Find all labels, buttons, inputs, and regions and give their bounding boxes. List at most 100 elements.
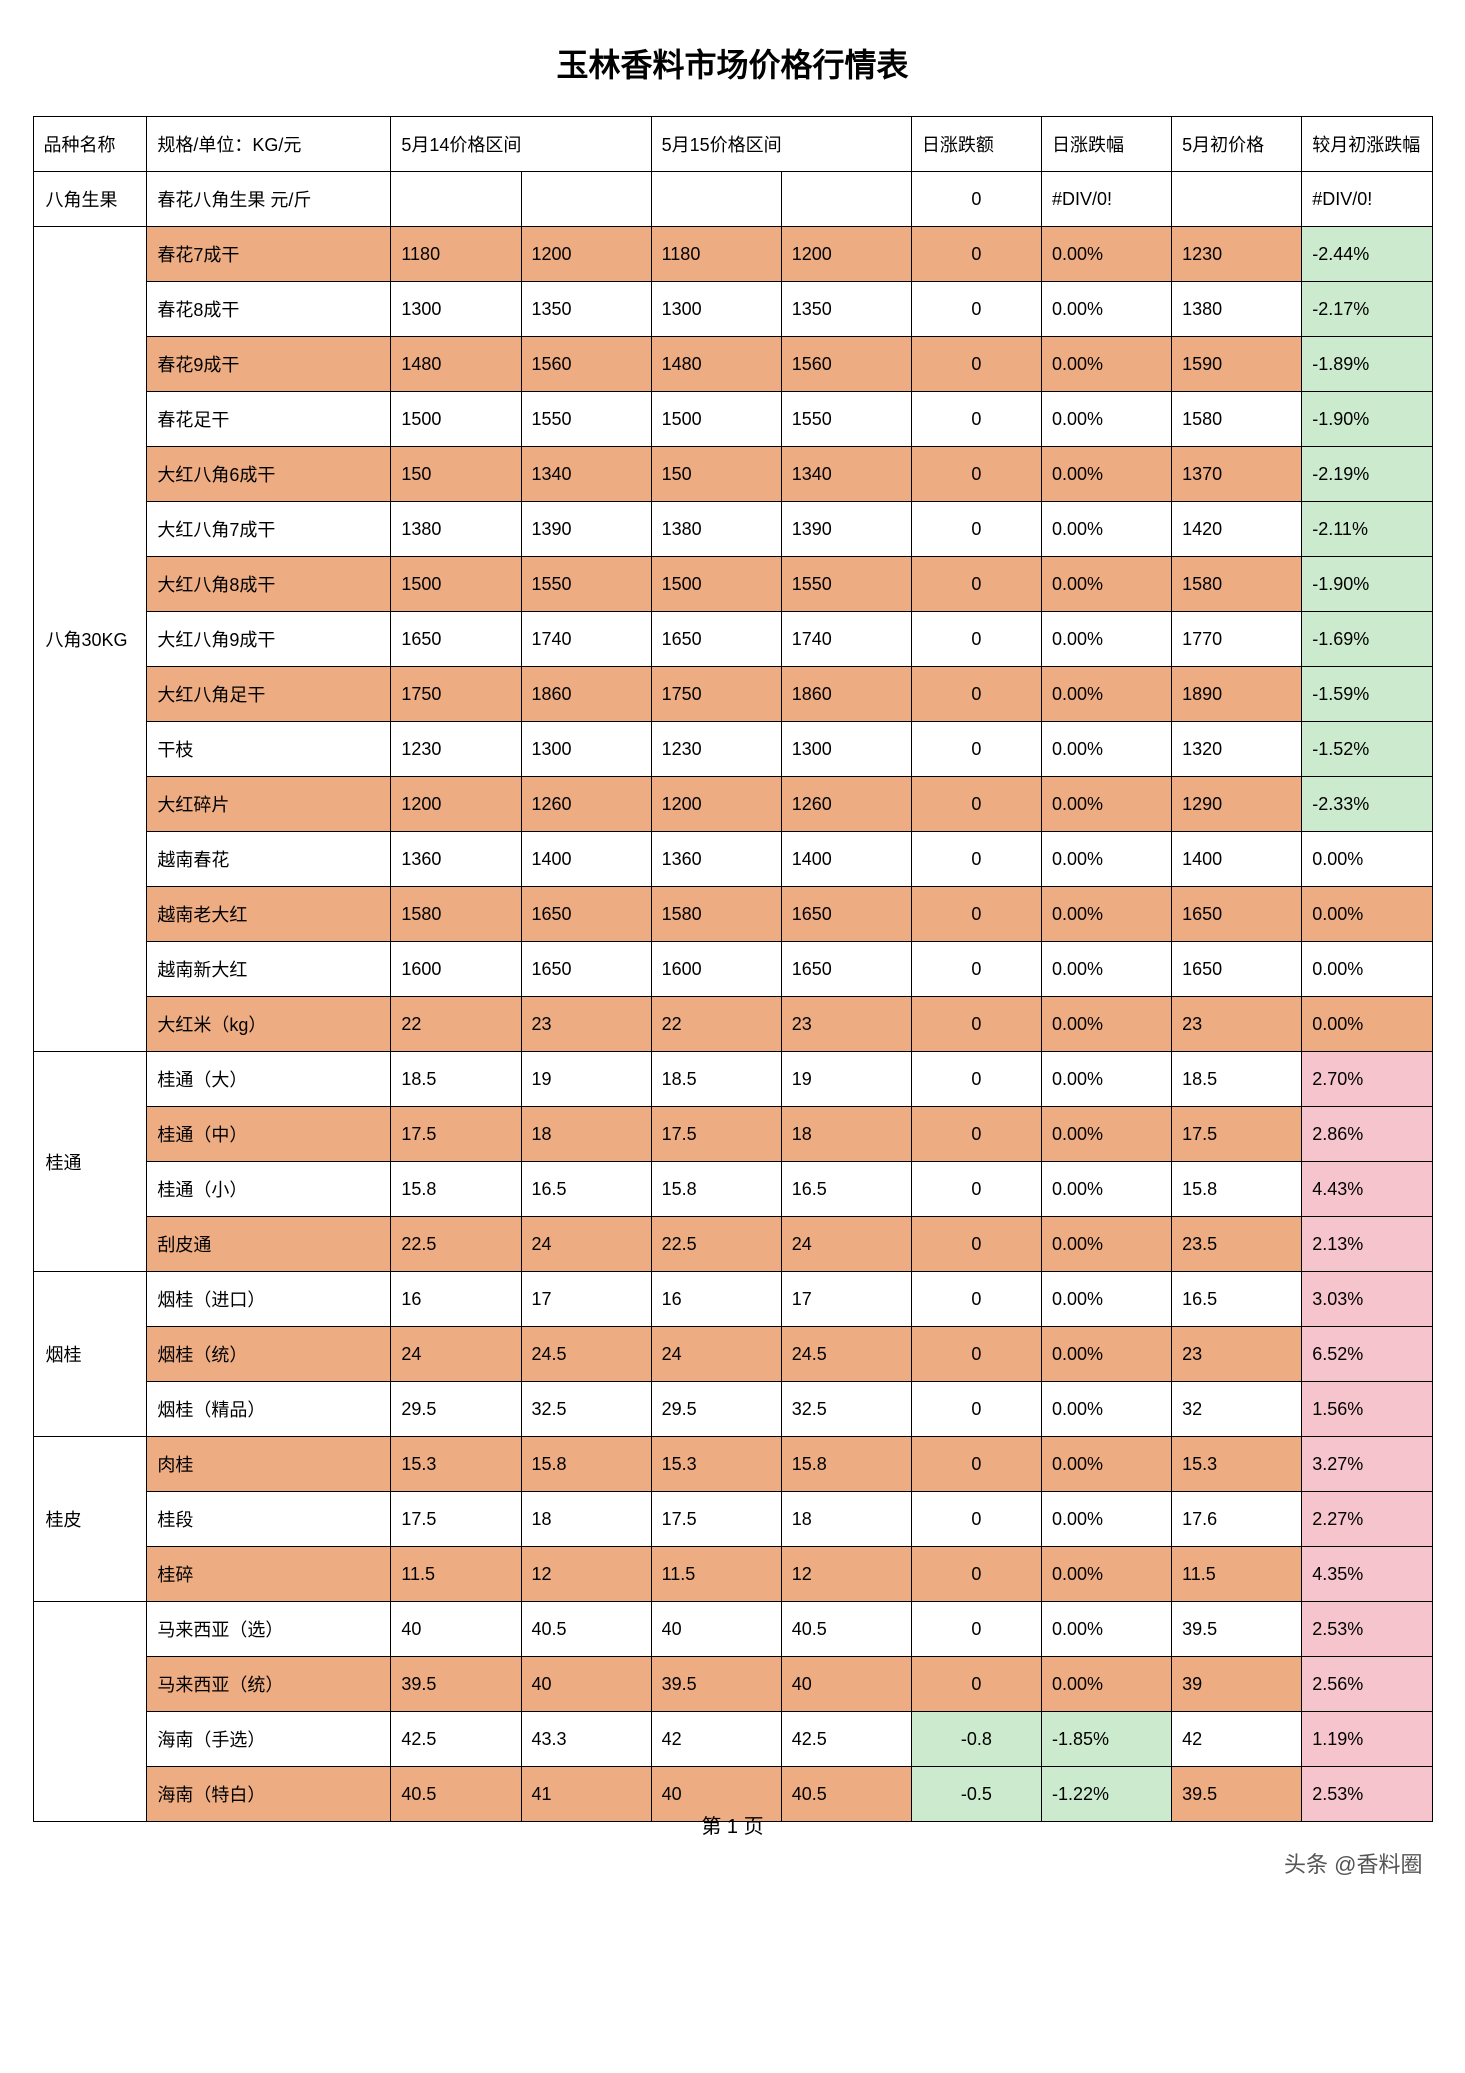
table-row: 越南春花136014001360140000.00%14000.00% bbox=[33, 832, 1432, 887]
p14a-cell: 15.8 bbox=[391, 1162, 521, 1217]
month-pct-cell: 2.27% bbox=[1302, 1492, 1432, 1547]
daily-pct-cell: 0.00% bbox=[1042, 1327, 1172, 1382]
spec-cell: 桂碎 bbox=[147, 1547, 391, 1602]
daily-pct-cell: -1.85% bbox=[1042, 1712, 1172, 1767]
p15b-cell: 17 bbox=[781, 1272, 911, 1327]
spec-cell: 春花7成干 bbox=[147, 227, 391, 282]
p14a-cell: 17.5 bbox=[391, 1492, 521, 1547]
table-row: 大红米（kg）2223222300.00%230.00% bbox=[33, 997, 1432, 1052]
p15a-cell: 1380 bbox=[651, 502, 781, 557]
table-row: 海南（手选）42.543.34242.5-0.8-1.85%421.19% bbox=[33, 1712, 1432, 1767]
p14a-cell: 1580 bbox=[391, 887, 521, 942]
spec-cell: 大红碎片 bbox=[147, 777, 391, 832]
p15b-cell: 12 bbox=[781, 1547, 911, 1602]
p15b-cell: 1260 bbox=[781, 777, 911, 832]
spec-cell: 越南老大红 bbox=[147, 887, 391, 942]
category-cell: 八角30KG bbox=[33, 227, 147, 1052]
early-cell: 18.5 bbox=[1172, 1052, 1302, 1107]
daily-pct-cell: 0.00% bbox=[1042, 1382, 1172, 1437]
table-row: 烟桂烟桂（进口）1617161700.00%16.53.03% bbox=[33, 1272, 1432, 1327]
p14a-cell: 11.5 bbox=[391, 1547, 521, 1602]
col-category: 品种名称 bbox=[33, 117, 147, 172]
table-row: 八角生果春花八角生果 元/斤0#DIV/0!#DIV/0! bbox=[33, 172, 1432, 227]
daily-amt-cell: 0 bbox=[911, 282, 1041, 337]
spec-cell: 大红八角7成干 bbox=[147, 502, 391, 557]
table-body: 八角生果春花八角生果 元/斤0#DIV/0!#DIV/0!八角30KG春花7成干… bbox=[33, 172, 1432, 1822]
table-row: 春花9成干148015601480156000.00%1590-1.89% bbox=[33, 337, 1432, 392]
early-cell: 23 bbox=[1172, 997, 1302, 1052]
spec-cell: 大红米（kg） bbox=[147, 997, 391, 1052]
table-row: 春花足干150015501500155000.00%1580-1.90% bbox=[33, 392, 1432, 447]
p14b-cell: 1350 bbox=[521, 282, 651, 337]
month-pct-cell: 4.35% bbox=[1302, 1547, 1432, 1602]
p15a-cell: 1650 bbox=[651, 612, 781, 667]
watermark: 头条 @香料圈 bbox=[1284, 1847, 1422, 1879]
spec-cell: 春花足干 bbox=[147, 392, 391, 447]
price-table: 品种名称 规格/单位：KG/元 5月14价格区间 5月15价格区间 日涨跌额 日… bbox=[33, 116, 1433, 1822]
p15b-cell: 40.5 bbox=[781, 1602, 911, 1657]
p14a-cell: 17.5 bbox=[391, 1107, 521, 1162]
daily-amt-cell: 0 bbox=[911, 1382, 1041, 1437]
daily-pct-cell: 0.00% bbox=[1042, 722, 1172, 777]
early-cell: 23 bbox=[1172, 1327, 1302, 1382]
daily-pct-cell: 0.00% bbox=[1042, 667, 1172, 722]
table-row: 桂通（中）17.51817.51800.00%17.52.86% bbox=[33, 1107, 1432, 1162]
early-cell: 39.5 bbox=[1172, 1602, 1302, 1657]
category-cell bbox=[33, 1602, 147, 1822]
spec-cell: 大红八角8成干 bbox=[147, 557, 391, 612]
col-range14: 5月14价格区间 bbox=[391, 117, 651, 172]
p14b-cell: 16.5 bbox=[521, 1162, 651, 1217]
early-cell: 1290 bbox=[1172, 777, 1302, 832]
p15a-cell: 17.5 bbox=[651, 1492, 781, 1547]
p15a-cell: 15.3 bbox=[651, 1437, 781, 1492]
p15a-cell: 40 bbox=[651, 1602, 781, 1657]
p14b-cell: 1550 bbox=[521, 557, 651, 612]
p15b-cell: 23 bbox=[781, 997, 911, 1052]
early-cell: 1590 bbox=[1172, 337, 1302, 392]
daily-amt-cell: 0 bbox=[911, 1327, 1041, 1382]
daily-amt-cell: 0 bbox=[911, 1052, 1041, 1107]
table-row: 桂通桂通（大）18.51918.51900.00%18.52.70% bbox=[33, 1052, 1432, 1107]
table-row: 桂皮肉桂15.315.815.315.800.00%15.33.27% bbox=[33, 1437, 1432, 1492]
page-title: 玉林香料市场价格行情表 bbox=[33, 40, 1433, 86]
spec-cell: 春花8成干 bbox=[147, 282, 391, 337]
table-row: 桂段17.51817.51800.00%17.62.27% bbox=[33, 1492, 1432, 1547]
spec-cell: 大红八角6成干 bbox=[147, 447, 391, 502]
p15b-cell: 24.5 bbox=[781, 1327, 911, 1382]
table-row: 大红碎片120012601200126000.00%1290-2.33% bbox=[33, 777, 1432, 832]
daily-pct-cell: 0.00% bbox=[1042, 1437, 1172, 1492]
table-row: 干枝123013001230130000.00%1320-1.52% bbox=[33, 722, 1432, 777]
p15b-cell: 1860 bbox=[781, 667, 911, 722]
p15a-cell: 22.5 bbox=[651, 1217, 781, 1272]
month-pct-cell: 3.03% bbox=[1302, 1272, 1432, 1327]
p14b-cell: 1400 bbox=[521, 832, 651, 887]
early-cell: 17.5 bbox=[1172, 1107, 1302, 1162]
daily-pct-cell: 0.00% bbox=[1042, 1547, 1172, 1602]
p15a-cell: 29.5 bbox=[651, 1382, 781, 1437]
p14a-cell: 29.5 bbox=[391, 1382, 521, 1437]
p15b-cell: 42.5 bbox=[781, 1712, 911, 1767]
month-pct-cell: 6.52% bbox=[1302, 1327, 1432, 1382]
p14b-cell: 1550 bbox=[521, 392, 651, 447]
spec-cell: 越南春花 bbox=[147, 832, 391, 887]
table-row: 大红八角6成干1501340150134000.00%1370-2.19% bbox=[33, 447, 1432, 502]
early-cell: 1580 bbox=[1172, 392, 1302, 447]
p15a-cell: 42 bbox=[651, 1712, 781, 1767]
p14b-cell: 24 bbox=[521, 1217, 651, 1272]
daily-amt-cell: 0 bbox=[911, 1272, 1041, 1327]
p15a-cell: 15.8 bbox=[651, 1162, 781, 1217]
daily-pct-cell: #DIV/0! bbox=[1042, 172, 1172, 227]
daily-pct-cell: 0.00% bbox=[1042, 1217, 1172, 1272]
daily-pct-cell: 0.00% bbox=[1042, 1602, 1172, 1657]
p14b-cell: 23 bbox=[521, 997, 651, 1052]
p14b-cell: 18 bbox=[521, 1107, 651, 1162]
p15a-cell: 39.5 bbox=[651, 1657, 781, 1712]
table-row: 大红八角足干175018601750186000.00%1890-1.59% bbox=[33, 667, 1432, 722]
spec-cell: 烟桂（进口） bbox=[147, 1272, 391, 1327]
col-daily-amt: 日涨跌额 bbox=[911, 117, 1041, 172]
daily-amt-cell: 0 bbox=[911, 1217, 1041, 1272]
p14a-cell: 1230 bbox=[391, 722, 521, 777]
early-cell: 32 bbox=[1172, 1382, 1302, 1437]
p14b-cell: 1560 bbox=[521, 337, 651, 392]
p14a-cell: 24 bbox=[391, 1327, 521, 1382]
